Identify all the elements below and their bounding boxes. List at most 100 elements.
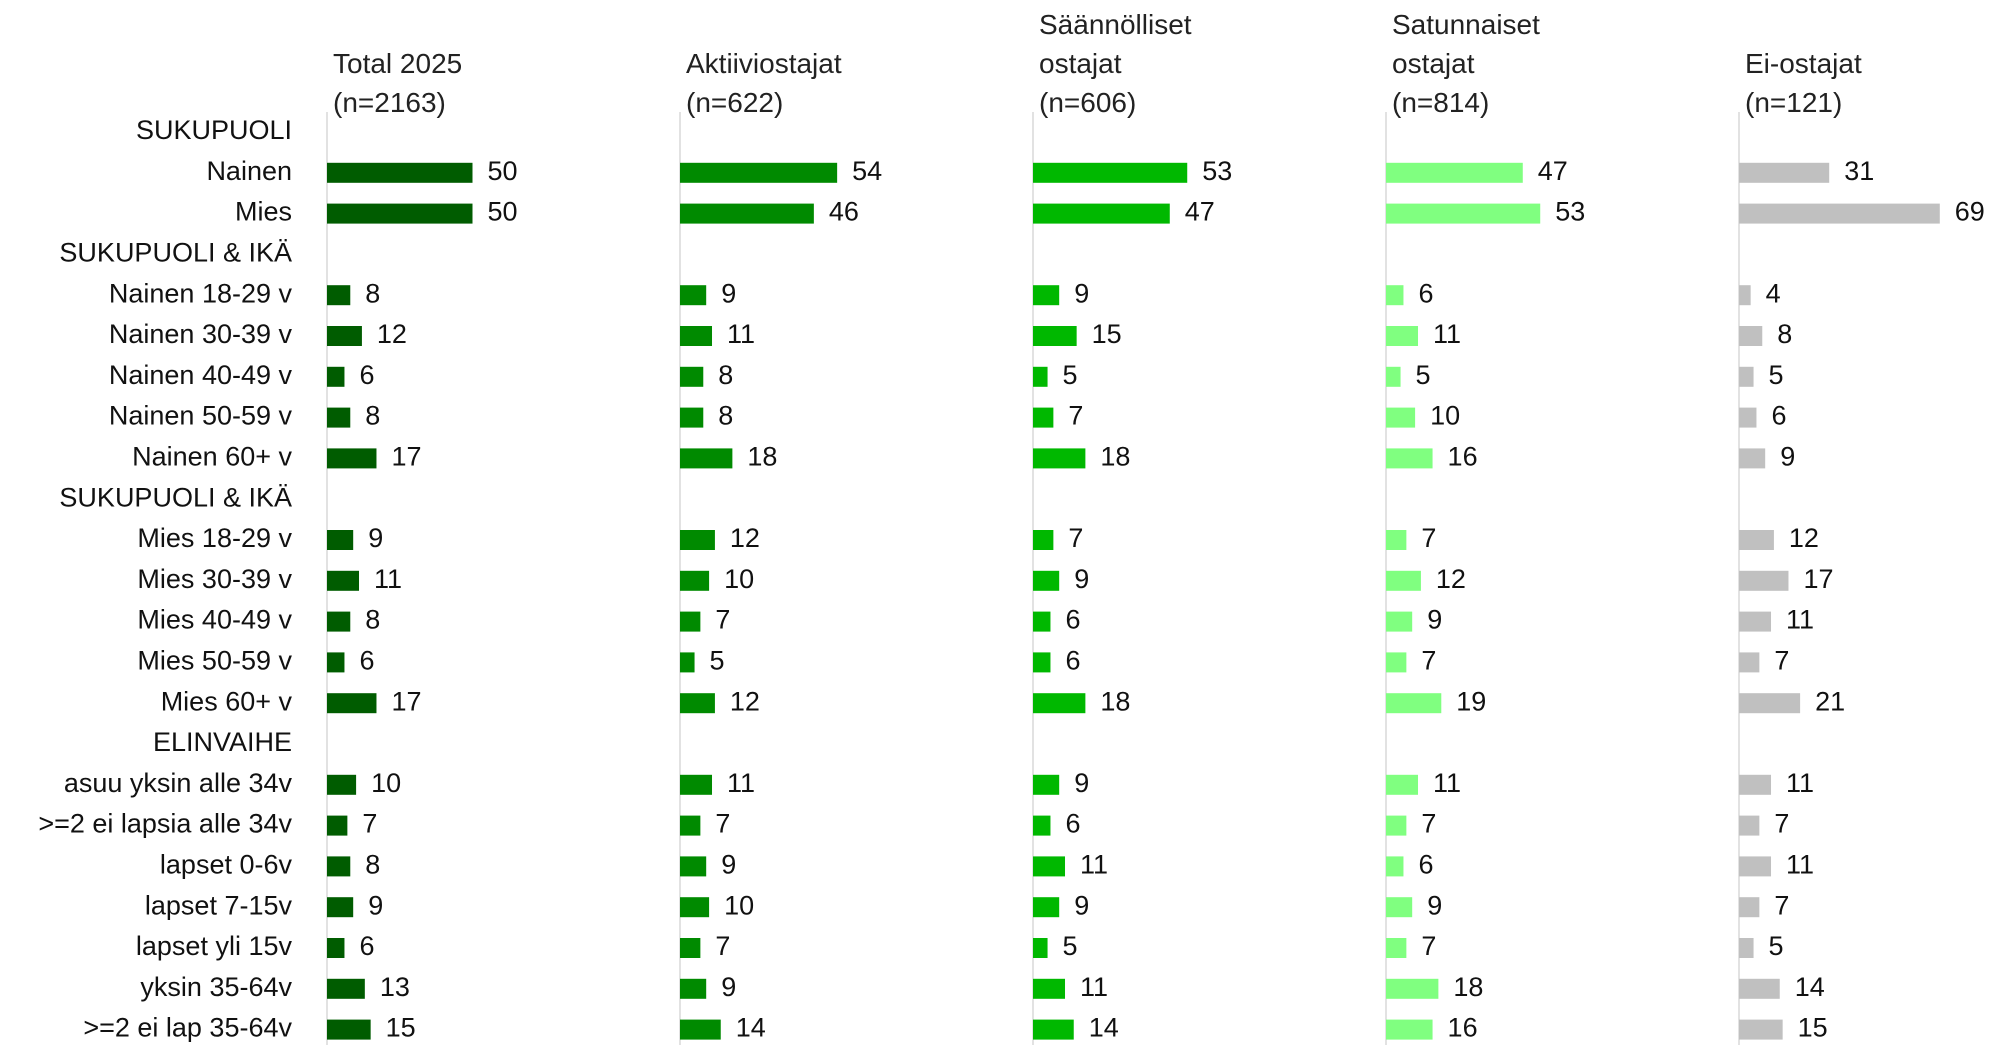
value-label: 10 — [371, 768, 401, 798]
value-label: 7 — [1068, 523, 1083, 553]
bar — [1033, 203, 1170, 224]
bar — [680, 530, 715, 550]
panel-header: Total 2025 (n=2163) — [333, 48, 463, 118]
bar — [1386, 978, 1439, 999]
bar — [1386, 938, 1407, 958]
value-label: 4 — [1766, 278, 1781, 308]
bar — [327, 774, 357, 795]
value-label: 11 — [1786, 605, 1814, 635]
bar — [1739, 366, 1754, 387]
value-label: 15 — [1092, 319, 1122, 349]
value-label: 6 — [359, 360, 374, 390]
bar — [1386, 815, 1407, 836]
row-label: Nainen 18-29 v — [109, 278, 293, 308]
bar — [327, 897, 354, 918]
bar — [1739, 203, 1940, 224]
value-label: 9 — [1074, 768, 1089, 798]
value-label: 5 — [1769, 931, 1784, 961]
value-label: 7 — [1421, 646, 1436, 676]
bar — [1033, 162, 1188, 183]
bar — [1386, 774, 1419, 795]
bar — [1739, 407, 1757, 428]
value-label: 15 — [386, 1013, 416, 1043]
bar — [1386, 530, 1407, 550]
value-label: 11 — [727, 768, 755, 798]
bar — [1386, 1019, 1433, 1040]
bar — [1033, 448, 1086, 469]
bar — [1739, 1019, 1783, 1040]
value-label: 12 — [730, 686, 760, 716]
bar — [327, 530, 354, 550]
bar — [1739, 448, 1766, 469]
value-label: 6 — [1065, 646, 1080, 676]
value-label: 14 — [736, 1013, 766, 1043]
bar — [1033, 856, 1066, 877]
row-label: >=2 ei lap 35-64v — [83, 1013, 292, 1043]
row-label: Nainen 60+ v — [132, 442, 292, 472]
bar — [1739, 162, 1830, 183]
value-label: 9 — [1074, 278, 1089, 308]
row-label: Nainen 50-59 v — [109, 401, 293, 431]
value-label: 9 — [368, 523, 383, 553]
row-label: >=2 ei lapsia alle 34v — [38, 809, 292, 839]
panel-header: Satunnaiset ostajat (n=814) — [1392, 9, 1540, 118]
bar — [1739, 530, 1774, 550]
bar — [1033, 938, 1048, 958]
bar — [327, 693, 377, 714]
bar — [680, 285, 707, 306]
bar — [1033, 774, 1060, 795]
row-label: Mies 18-29 v — [137, 523, 292, 553]
bar — [1033, 978, 1066, 999]
bar — [327, 856, 351, 877]
bar — [680, 815, 701, 836]
value-label: 8 — [1777, 319, 1792, 349]
value-label: 9 — [1427, 890, 1442, 920]
value-label: 9 — [1427, 605, 1442, 635]
value-label: 18 — [1453, 972, 1483, 1002]
value-label: 11 — [1080, 972, 1108, 1002]
value-label: 10 — [724, 564, 754, 594]
value-label: 8 — [718, 360, 733, 390]
value-label: 5 — [1769, 360, 1784, 390]
bar — [680, 693, 715, 714]
value-label: 12 — [1789, 523, 1819, 553]
value-label: 50 — [488, 197, 518, 227]
value-label: 9 — [1074, 564, 1089, 594]
value-label: 6 — [1065, 605, 1080, 635]
value-label: 7 — [1421, 809, 1436, 839]
bar — [1739, 652, 1760, 673]
value-label: 9 — [721, 850, 736, 880]
bar — [327, 285, 351, 306]
bar — [680, 326, 713, 346]
bar — [1386, 326, 1419, 346]
bar — [1386, 285, 1404, 306]
value-label: 12 — [730, 523, 760, 553]
row-label: Mies 30-39 v — [137, 564, 292, 594]
bar — [327, 815, 348, 836]
row-label: Mies 50-59 v — [137, 646, 292, 676]
value-label: 8 — [365, 278, 380, 308]
row-label: Nainen 40-49 v — [109, 360, 293, 390]
bar — [1386, 407, 1416, 428]
value-label: 7 — [715, 931, 730, 961]
value-label: 8 — [365, 605, 380, 635]
value-label: 46 — [829, 197, 859, 227]
value-label: 7 — [1774, 890, 1789, 920]
row-label: lapset yli 15v — [136, 931, 293, 961]
row-label: asuu yksin alle 34v — [64, 768, 293, 798]
value-label: 6 — [1771, 401, 1786, 431]
bar — [1386, 611, 1413, 632]
value-label: 50 — [488, 156, 518, 186]
panel-header: Ei-ostajat (n=121) — [1745, 48, 1862, 118]
bar — [680, 856, 707, 877]
value-label: 11 — [1080, 850, 1108, 880]
value-label: 5 — [1416, 360, 1431, 390]
value-label: 10 — [1430, 401, 1460, 431]
value-label: 7 — [715, 809, 730, 839]
value-label: 9 — [1074, 890, 1089, 920]
value-label: 12 — [377, 319, 407, 349]
bar — [680, 652, 695, 673]
bar — [680, 366, 704, 387]
value-label: 17 — [391, 686, 421, 716]
